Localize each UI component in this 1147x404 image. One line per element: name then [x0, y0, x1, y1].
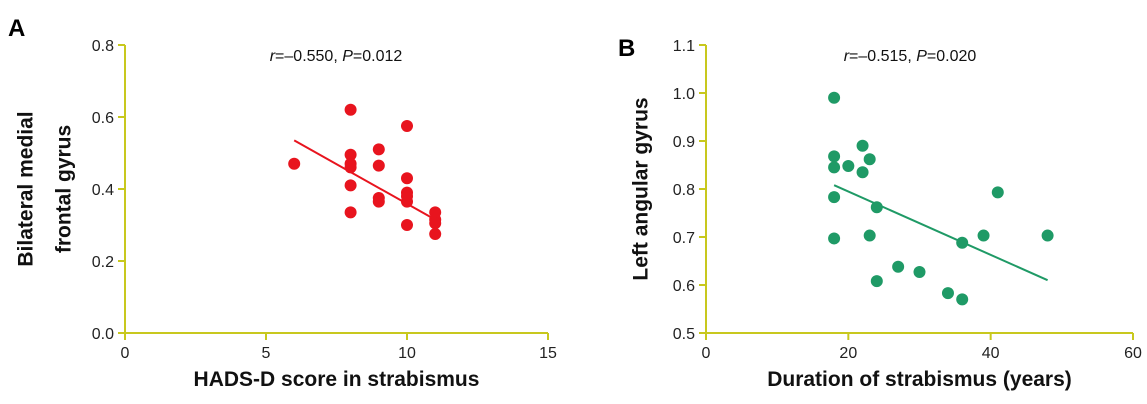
x-tick-label: 20 [839, 345, 857, 362]
data-point [344, 161, 357, 174]
x-tick-label: 0 [121, 345, 130, 362]
data-point [941, 287, 954, 300]
x-tick-label: 40 [982, 345, 1000, 362]
x-tick-label: 60 [1124, 345, 1142, 362]
y-tick-label: 0.5 [673, 326, 695, 343]
x-axis-title: Duration of strabismus (years) [767, 368, 1072, 391]
regression-line [293, 139, 436, 221]
data-point [828, 191, 841, 204]
correlation-annotation: r=–0.550, P=0.012 [270, 48, 403, 65]
x-tick-label: 10 [398, 345, 416, 362]
x-tick-label: 5 [262, 345, 271, 362]
y-tick-label: 0.6 [673, 278, 695, 295]
data-point [372, 159, 385, 172]
y-tick-label: 0.2 [92, 254, 114, 271]
data-point [828, 91, 841, 104]
data-point [870, 201, 883, 214]
data-point [828, 161, 841, 174]
panel-letter: B [618, 35, 635, 62]
chart-panel-b: B 0.5 0.6 0.7 0.8 0.9 1.0 1.1 0 20 40 60 Duration of… [618, 35, 1142, 391]
data-point [1041, 229, 1054, 242]
y-axis-title: Bilateral medial [15, 111, 38, 266]
data-point [913, 266, 926, 279]
data-point [288, 157, 301, 170]
y-tick-label: 0.8 [92, 38, 114, 55]
y-tick-label: 0.7 [673, 230, 695, 247]
data-point [372, 195, 385, 208]
panel-letter: A [8, 15, 25, 42]
data-point [344, 206, 357, 219]
data-point [401, 120, 413, 132]
data-point [863, 153, 876, 166]
data-point [401, 195, 413, 208]
data-point [828, 232, 841, 245]
data-point [991, 186, 1004, 199]
y-tick-label: 0.6 [92, 110, 114, 127]
chart-panel-a: A 0.0 0.2 0.4 0.6 0.8 0 5 10 15 HADS-D score in st… [8, 15, 557, 391]
data-point [842, 159, 855, 172]
y-tick-label: 0.8 [673, 182, 695, 199]
data-point [344, 148, 357, 161]
data-point [977, 229, 990, 242]
y-axis-title: frontal gyrus [53, 125, 76, 253]
annotation-r-symbol: r [844, 48, 850, 65]
data-point [372, 143, 385, 156]
data-point [956, 236, 969, 249]
regression-line [833, 184, 1049, 282]
y-tick-label: 1.1 [673, 38, 695, 55]
y-axis-title: Left angular gyrus [630, 97, 653, 280]
correlation-annotation: r=–0.515, P=0.020 [844, 48, 977, 65]
data-point [856, 166, 869, 179]
annotation-r-symbol: r [270, 48, 276, 65]
annotation-p-value: =0.020 [927, 48, 976, 65]
annotation-r-value: =–0.515, [849, 48, 916, 65]
x-tick-label: 0 [702, 345, 711, 362]
annotation-p-symbol: P [916, 48, 927, 65]
data-point [344, 103, 357, 116]
data-point [892, 260, 905, 273]
data-point [429, 217, 442, 230]
data-point [344, 179, 357, 192]
data-point [863, 229, 876, 242]
data-point [401, 172, 413, 185]
annotation-p-symbol: P [342, 48, 353, 65]
data-point [828, 150, 841, 163]
annotation-r-value: =–0.550, [275, 48, 342, 65]
annotation-p-value: =0.012 [353, 48, 402, 65]
y-tick-label: 0.4 [92, 182, 114, 199]
data-point [956, 293, 969, 306]
y-tick-label: 0.9 [673, 134, 695, 151]
x-axis-title: HADS-D score in strabismus [194, 368, 480, 391]
data-point [429, 228, 442, 240]
y-tick-label: 0.0 [92, 326, 114, 343]
data-point [870, 275, 883, 288]
y-tick-label: 1.0 [673, 86, 695, 103]
x-tick-label: 15 [539, 345, 557, 362]
data-point [856, 139, 869, 152]
data-point [401, 219, 413, 231]
